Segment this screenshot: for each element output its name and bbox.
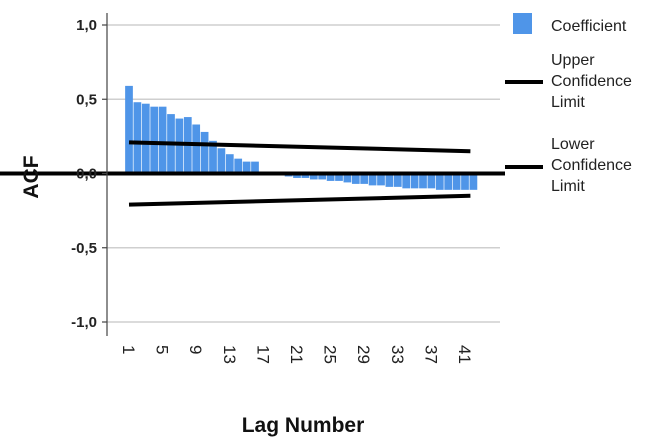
bar-lag-34 <box>402 173 411 189</box>
bar-lag-13 <box>225 154 234 174</box>
x-tick-label-17: 17 <box>253 345 272 364</box>
bar-lag-24 <box>318 173 327 180</box>
bar-lag-3 <box>141 103 150 174</box>
bar-lag-2 <box>133 102 142 174</box>
bar-lag-9 <box>192 124 201 174</box>
bar-lag-32 <box>385 173 394 187</box>
bar-lag-15 <box>242 161 251 174</box>
bar-lag-4 <box>150 106 159 174</box>
bar-lag-14 <box>234 158 243 174</box>
x-tick-label-1: 1 <box>119 345 138 354</box>
x-tick-label-29: 29 <box>354 345 373 364</box>
y-tick-label-2: 0,0 <box>76 166 97 183</box>
x-tick-labels: 1 5 9 13 17 21 25 29 33 37 41 <box>119 345 474 364</box>
bar-lag-36 <box>419 173 427 189</box>
x-tick-label-21: 21 <box>287 345 306 364</box>
bar-lag-7 <box>175 118 184 174</box>
bar-lag-23 <box>309 173 318 180</box>
bar-lag-37 <box>427 173 436 189</box>
bar-lag-12 <box>217 148 226 174</box>
y-tick-labels: 1,0 0,5 0,0 -0,5 -1,0 <box>71 17 97 331</box>
y-tick-label-3: -0,5 <box>71 240 97 257</box>
x-tick-label-25: 25 <box>321 345 340 364</box>
legend-label-lower-2: Confidence <box>551 157 632 174</box>
bar-lag-40 <box>452 173 461 190</box>
x-axis-title: Lag Number <box>242 414 365 437</box>
legend-label-lower-3: Limit <box>551 178 585 195</box>
x-tick-label-9: 9 <box>186 345 205 354</box>
legend-label-upper-1: Upper <box>551 52 595 69</box>
y-tick-label-4: -1,0 <box>71 314 97 331</box>
bar-lag-41 <box>461 173 469 190</box>
legend-label-upper-3: Limit <box>551 94 585 111</box>
bar-lag-35 <box>410 173 419 189</box>
bar-lag-26 <box>335 173 343 181</box>
bar-lag-29 <box>360 173 369 184</box>
legend: Coefficient Upper Confidence Limit Lower… <box>505 13 632 195</box>
bar-lag-38 <box>435 173 444 190</box>
bar-lag-1 <box>125 85 133 174</box>
bar-lag-33 <box>393 173 402 187</box>
y-axis-title: ACF <box>20 155 43 198</box>
bar-lag-39 <box>444 173 453 190</box>
axes <box>102 13 108 336</box>
bar-lag-5 <box>158 106 167 174</box>
y-tick-label-0: 1,0 <box>76 17 97 34</box>
bar-lag-31 <box>377 173 385 186</box>
bar-lag-42 <box>469 173 478 190</box>
bar-lag-25 <box>326 173 335 181</box>
x-tick-label-41: 41 <box>455 345 474 364</box>
upper-confidence-line <box>128 140 471 154</box>
x-tick-label-5: 5 <box>153 345 172 354</box>
bar-lag-28 <box>351 173 360 184</box>
bar-lag-21 <box>293 173 301 178</box>
y-tick-label-1: 0,5 <box>76 91 97 108</box>
bar-lag-22 <box>301 173 310 178</box>
x-tick-label-37: 37 <box>421 345 440 364</box>
lower-confidence-line <box>128 193 471 207</box>
bar-lag-30 <box>368 173 377 186</box>
bar-lag-27 <box>343 173 352 183</box>
legend-label-upper-2: Confidence <box>551 73 632 90</box>
confidence-limits <box>128 140 471 207</box>
bar-lag-11 <box>209 140 217 174</box>
x-tick-label-33: 33 <box>388 345 407 364</box>
legend-swatch-coefficient <box>513 13 532 34</box>
bar-lag-10 <box>200 131 209 174</box>
x-tick-label-13: 13 <box>220 345 239 364</box>
legend-label-coefficient: Coefficient <box>551 18 627 35</box>
legend-label-lower-1: Lower <box>551 136 595 153</box>
gridlines <box>107 24 500 323</box>
coefficient-bars <box>125 85 478 190</box>
bar-lag-16 <box>251 161 259 174</box>
